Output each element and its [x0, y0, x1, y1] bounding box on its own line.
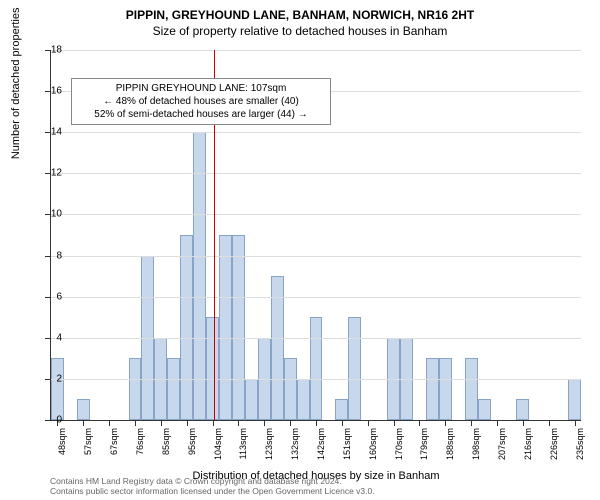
y-tick-label: 6 [56, 291, 62, 302]
x-tick [109, 420, 110, 426]
bar [180, 235, 193, 420]
x-tick-label: 85sqm [161, 428, 171, 468]
y-tick [45, 420, 51, 421]
annotation-line3: 52% of semi-detached houses are larger (… [78, 108, 324, 121]
y-tick-label: 18 [51, 45, 62, 56]
x-tick [549, 420, 550, 426]
y-tick-label: 8 [56, 250, 62, 261]
chart-title: PIPPIN, GREYHOUND LANE, BANHAM, NORWICH,… [0, 0, 600, 22]
footer-line2: Contains public sector information licen… [50, 486, 375, 496]
y-tick-label: 2 [56, 373, 62, 384]
bar [129, 358, 142, 420]
x-tick-label: 132sqm [290, 428, 300, 468]
x-tick-label: 235sqm [575, 428, 585, 468]
x-tick-label: 216sqm [523, 428, 533, 468]
y-tick-label: 0 [56, 415, 62, 426]
bar [478, 399, 491, 420]
bar [348, 317, 361, 420]
x-tick-label: 170sqm [394, 428, 404, 468]
x-tick [290, 420, 291, 426]
x-tick-label: 57sqm [83, 428, 93, 468]
x-tick-label: 198sqm [471, 428, 481, 468]
chart-subtitle: Size of property relative to detached ho… [0, 22, 600, 38]
x-tick-label: 123sqm [264, 428, 274, 468]
gridline [51, 50, 581, 51]
x-tick-label: 113sqm [238, 428, 248, 468]
chart-container: PIPPIN, GREYHOUND LANE, BANHAM, NORWICH,… [0, 0, 600, 500]
x-tick [368, 420, 369, 426]
gridline [51, 297, 581, 298]
bar [206, 317, 219, 420]
x-tick [471, 420, 472, 426]
y-tick [45, 297, 51, 298]
y-tick-label: 16 [51, 86, 62, 97]
x-tick [316, 420, 317, 426]
x-tick-label: 95sqm [187, 428, 197, 468]
x-tick [264, 420, 265, 426]
y-tick-label: 10 [51, 209, 62, 220]
bar [310, 317, 323, 420]
gridline [51, 338, 581, 339]
bar [439, 358, 452, 420]
x-tick [342, 420, 343, 426]
y-tick [45, 379, 51, 380]
y-tick-label: 14 [51, 127, 62, 138]
footer-line1: Contains HM Land Registry data © Crown c… [50, 476, 342, 486]
x-tick-label: 104sqm [213, 428, 223, 468]
y-axis-label: Number of detached properties [10, 8, 22, 160]
y-tick [45, 256, 51, 257]
y-tick-label: 12 [51, 168, 62, 179]
x-tick [83, 420, 84, 426]
gridline [51, 379, 581, 380]
x-tick-label: 226sqm [549, 428, 559, 468]
plot-area: 48sqm57sqm67sqm76sqm85sqm95sqm104sqm113s… [50, 50, 581, 421]
bar [568, 379, 581, 420]
x-tick [394, 420, 395, 426]
gridline [51, 256, 581, 257]
bar [426, 358, 439, 420]
x-tick [187, 420, 188, 426]
bar [297, 379, 310, 420]
bar [51, 358, 64, 420]
y-tick [45, 338, 51, 339]
bar [516, 399, 529, 420]
x-tick [238, 420, 239, 426]
annotation-line2: ← 48% of detached houses are smaller (40… [78, 95, 324, 108]
x-tick-label: 207sqm [497, 428, 507, 468]
y-tick-label: 4 [56, 332, 62, 343]
x-tick [445, 420, 446, 426]
bar [284, 358, 297, 420]
gridline [51, 173, 581, 174]
x-tick [213, 420, 214, 426]
gridline [51, 214, 581, 215]
bar [193, 132, 206, 420]
bar [219, 235, 232, 420]
bar [245, 379, 258, 420]
annotation-box: PIPPIN GREYHOUND LANE: 107sqm ← 48% of d… [71, 78, 331, 125]
footer-text: Contains HM Land Registry data © Crown c… [50, 476, 375, 496]
bar [271, 276, 284, 420]
x-tick-label: 179sqm [419, 428, 429, 468]
x-tick [161, 420, 162, 426]
x-tick-label: 67sqm [109, 428, 119, 468]
bar [232, 235, 245, 420]
x-tick-label: 160sqm [368, 428, 378, 468]
x-tick-label: 48sqm [57, 428, 67, 468]
bar [77, 399, 90, 420]
x-tick-label: 142sqm [316, 428, 326, 468]
x-tick [135, 420, 136, 426]
bar [167, 358, 180, 420]
gridline [51, 132, 581, 133]
bar [335, 399, 348, 420]
x-tick [419, 420, 420, 426]
bar [465, 358, 478, 420]
x-tick [575, 420, 576, 426]
x-tick [497, 420, 498, 426]
annotation-line1: PIPPIN GREYHOUND LANE: 107sqm [78, 82, 324, 95]
x-tick [523, 420, 524, 426]
x-tick-label: 76sqm [135, 428, 145, 468]
x-tick-label: 188sqm [445, 428, 455, 468]
x-tick-label: 151sqm [342, 428, 352, 468]
